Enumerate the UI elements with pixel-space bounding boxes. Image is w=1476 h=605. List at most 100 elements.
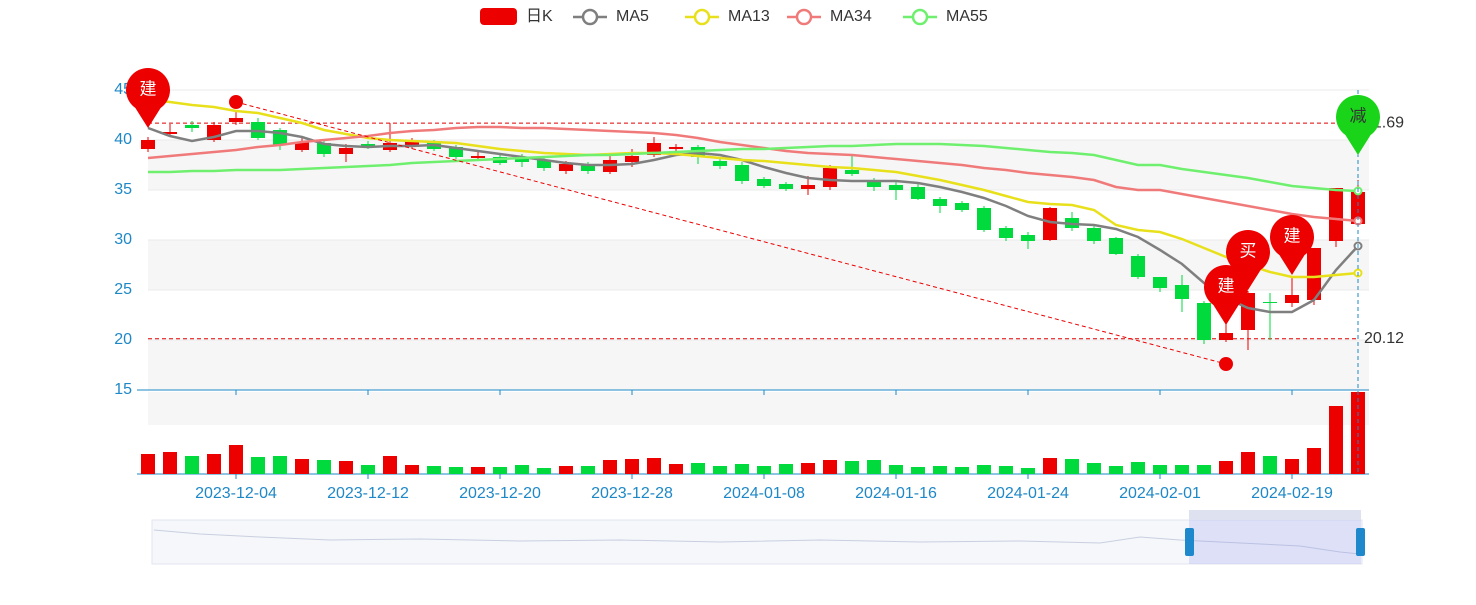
volume-bar <box>1219 461 1233 474</box>
candle-body <box>867 180 881 187</box>
zoom-shadow <box>153 529 1361 555</box>
volume-bar <box>1021 468 1035 474</box>
candle-body <box>669 147 683 149</box>
volume-bar <box>779 464 793 474</box>
pin-label: 买 <box>1240 241 1257 260</box>
candle-body <box>1109 238 1123 254</box>
volume-bar <box>867 460 881 474</box>
x-tick-label: 2023-12-12 <box>327 485 409 502</box>
x-tick-label: 2024-02-19 <box>1251 485 1333 502</box>
candle-body <box>823 168 837 187</box>
volume-bar <box>163 452 177 474</box>
y-tick-label: 30 <box>114 231 132 248</box>
legend-label: 日K <box>526 8 553 25</box>
candle-body <box>955 203 969 210</box>
candle-body <box>1197 303 1211 340</box>
volume-bar <box>691 463 705 474</box>
volume-bar <box>471 467 485 474</box>
candle-body <box>581 165 595 171</box>
candle-body <box>713 161 727 166</box>
candle-body <box>163 132 177 134</box>
candle-body <box>361 144 375 146</box>
volume-bar <box>977 465 991 474</box>
zoom-handle[interactable] <box>1185 528 1194 556</box>
volume-bar <box>823 460 837 474</box>
zoom-window[interactable] <box>1189 520 1361 564</box>
volume-bar <box>1043 458 1057 474</box>
x-tick-label: 2023-12-04 <box>195 485 277 502</box>
candle-body <box>1307 248 1321 300</box>
pin <box>126 67 170 128</box>
legend-label: MA5 <box>616 8 649 25</box>
volume-bar <box>185 456 199 474</box>
volume-bar <box>1087 463 1101 474</box>
zoom-slider[interactable] <box>151 519 1363 565</box>
volume-bar <box>229 445 243 474</box>
candle-body <box>515 157 529 162</box>
pin <box>1204 264 1248 325</box>
candle-body <box>889 185 903 190</box>
zoom-bar[interactable] <box>1189 510 1361 520</box>
volume-bar <box>339 461 353 474</box>
volume-area <box>148 392 1369 425</box>
candle-body <box>471 156 485 158</box>
candle-body <box>625 156 639 162</box>
volume-bar <box>1131 462 1145 474</box>
pin <box>1226 229 1270 290</box>
y-tick-label: 40 <box>114 131 132 148</box>
candle-body <box>1285 295 1299 303</box>
y-tick-label: 35 <box>114 181 132 198</box>
volume-bar <box>911 467 925 474</box>
volume-bar <box>449 467 463 474</box>
x-tick-label: 2023-12-28 <box>591 485 673 502</box>
candle-body <box>801 185 815 189</box>
volume-bar <box>1153 465 1167 474</box>
x-tick-label: 2024-01-24 <box>987 485 1069 502</box>
volume-bar <box>1263 456 1277 474</box>
candle-body <box>317 143 331 154</box>
split-area <box>148 290 1369 340</box>
candle-body <box>933 199 947 206</box>
legend-marker <box>581 8 599 26</box>
volume-bar <box>625 459 639 474</box>
y-tick-label: 25 <box>114 281 132 298</box>
candle-body <box>977 208 991 230</box>
zoom-handle[interactable] <box>1356 528 1365 556</box>
candle-body <box>1175 285 1189 299</box>
pin <box>1270 214 1314 275</box>
volume-bar <box>427 466 441 474</box>
candle-body <box>1241 293 1255 330</box>
candle-body <box>537 160 551 168</box>
legend-marker <box>795 8 813 26</box>
candle-body <box>845 170 859 174</box>
pin-label: 建 <box>1284 226 1301 245</box>
candle-body <box>1087 228 1101 241</box>
volume-bar <box>933 466 947 474</box>
volume-bar <box>515 465 529 474</box>
candle-body <box>141 140 155 149</box>
ma-line <box>147 98 1359 279</box>
volume-bar <box>207 454 221 474</box>
y-tick-label: 15 <box>114 381 132 398</box>
volume-bar <box>1285 459 1299 474</box>
volume-bar <box>1065 459 1079 474</box>
volume-bar <box>141 454 155 474</box>
pin-label: 减 <box>1350 106 1367 125</box>
candle-body <box>405 141 419 147</box>
volume-bar <box>757 466 771 474</box>
candle-body <box>449 147 463 157</box>
x-tick-label: 2024-01-08 <box>723 485 805 502</box>
volume-bar <box>493 467 507 474</box>
candle-body <box>1329 188 1343 241</box>
volume-bar <box>251 457 265 474</box>
split-area <box>148 90 1369 140</box>
volume-bar <box>1175 465 1189 474</box>
ma-line <box>147 125 1359 223</box>
legend-marker <box>911 8 929 26</box>
pin-label: 建 <box>140 79 157 98</box>
volume-bar <box>735 464 749 474</box>
candle-body <box>1043 208 1057 240</box>
volume-bar <box>889 465 903 474</box>
split-area <box>148 190 1369 240</box>
